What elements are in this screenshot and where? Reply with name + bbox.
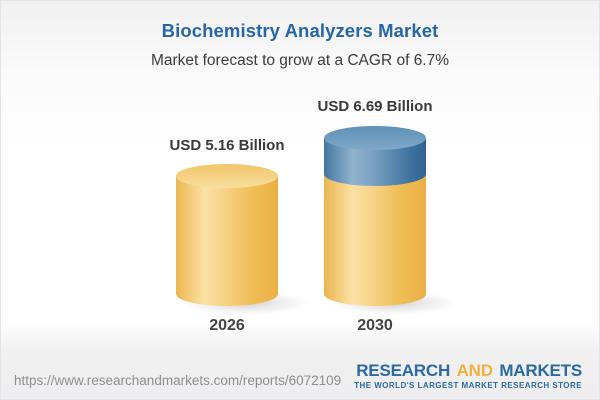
bar-2030-value-label: USD 6.69 Billion [317, 98, 433, 115]
brand-word-and: AND [456, 361, 493, 380]
bar-2026-year-label: 2026 [209, 317, 245, 334]
brand-word-research: RESEARCH [356, 361, 451, 380]
bar-2030-year-label: 2030 [357, 317, 393, 334]
brand-logo: RESEARCH AND MARKETS THE WORLD'S LARGEST… [354, 362, 582, 390]
bar-2026-cylinder-top [176, 164, 278, 188]
bar-2030-cylinder-top [324, 126, 426, 150]
brand-word-markets: MARKETS [499, 361, 582, 380]
page-subtitle: Market forecast to grow at a CAGR of 6.7… [150, 52, 450, 69]
page-title: Biochemistry Analyzers Market [161, 20, 439, 41]
bar-2026-cylinder-body [176, 176, 278, 306]
source-url-link[interactable]: https://www.researchandmarkets.com/repor… [14, 373, 342, 388]
bar-group-2030: USD 6.69 Billion 2030 [317, 1, 458, 341]
bar-group-2026: USD 5.16 Billion 2026 [169, 1, 310, 341]
brand-logo-wordmark: RESEARCH AND MARKETS [354, 362, 582, 379]
bar-2026-value-label: USD 5.16 Billion [169, 137, 285, 154]
bar-2030-cylinder-body [324, 174, 426, 306]
brand-tagline: THE WORLD'S LARGEST MARKET RESEARCH STOR… [354, 381, 582, 390]
